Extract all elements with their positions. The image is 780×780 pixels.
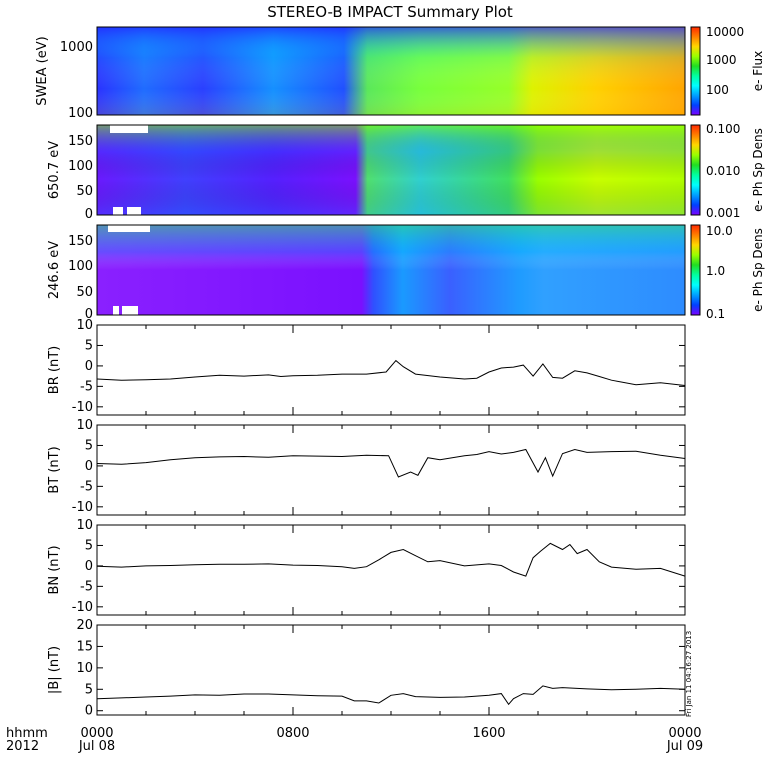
field-series-line — [96, 542, 686, 577]
ytick-label: 10 — [76, 661, 93, 676]
ytick-label: 20 — [76, 618, 93, 633]
field-panel: 20 15 10 5 0 |B| (nT) — [47, 618, 686, 719]
panel-frame — [96, 424, 686, 516]
spectrogram-246eV-ytick: 0 — [85, 307, 93, 322]
spectrogram-swea-ytick: 100 — [68, 106, 93, 121]
spectrogram-swea-ylabel: SWEA (eV) — [35, 36, 50, 105]
colorbar-swea — [690, 26, 701, 116]
spectrogram-650eV: 150 100 50 0 650.7 eV 0.100 0.010 0.001 … — [47, 122, 765, 222]
ytick-label: -5 — [80, 479, 93, 494]
time-tick-hhmm: 1600 — [472, 726, 505, 741]
ytick-label: 10 — [76, 518, 93, 533]
colorbar-246eV-tick: 1.0 — [706, 264, 725, 278]
spectrogram-650eV-frame — [96, 124, 686, 216]
panel-ylabel: BT (nT) — [47, 446, 62, 493]
spectrogram-650eV-ylabel: 650.7 eV — [47, 141, 62, 199]
ytick-label: 0 — [85, 559, 93, 574]
colorbar-650eV-tick: 0.100 — [706, 122, 740, 136]
field-series-line — [96, 685, 686, 706]
ytick-label: -5 — [80, 379, 93, 394]
time-axis-corner-label: 2012 — [6, 739, 39, 754]
panel-frame — [96, 624, 686, 716]
ytick-label: 0 — [85, 459, 93, 474]
ytick-label: 5 — [85, 438, 93, 453]
field-series-line — [96, 448, 686, 478]
time-tick-hhmm: 0800 — [276, 726, 309, 741]
ytick-label: 5 — [85, 338, 93, 353]
footer-timestamp: Fri Jan 11 04:16:27 2013 — [685, 631, 693, 717]
ytick-label: -10 — [72, 600, 93, 615]
spectrogram-650eV-ytick: 150 — [68, 134, 93, 149]
colorbar-650eV-label: e- Ph Sp Dens — [751, 128, 765, 212]
magnetic-field-panels: 10 5 0 -5 -10 BR (nT) 10 5 0 -5 -10 BT (nT) 10 5 0 -5 -1… — [47, 318, 686, 719]
data-gap — [110, 125, 148, 133]
ytick-label: 5 — [85, 538, 93, 553]
colorbar-swea-tick: 10000 — [706, 25, 744, 39]
panel-ylabel: BR (nT) — [47, 346, 62, 394]
spectrogram-246eV-frame — [96, 224, 686, 316]
colorbar-246eV-tick: 0.1 — [706, 307, 725, 321]
data-gap — [113, 306, 119, 315]
colorbar-650eV-tick: 0.001 — [706, 206, 740, 220]
spectrogram-650eV-ytick: 100 — [68, 159, 93, 174]
spectrogram-246eV-shading — [97, 225, 685, 315]
data-gap — [113, 207, 123, 215]
time-tick-date: Jul 08 — [78, 739, 115, 754]
ytick-label: -10 — [72, 500, 93, 515]
figure-title: STEREO-B IMPACT Summary Plot — [267, 3, 513, 21]
ytick-label: 10 — [76, 418, 93, 433]
panel-frame — [96, 524, 686, 616]
field-panel: 10 5 0 -5 -10 BR (nT) — [47, 318, 686, 416]
spectrogram-swea-ytick: 1000 — [60, 40, 93, 55]
spectrogram-swea: 1000 100 SWEA (eV) 10000 1000 100 e- Flu… — [35, 25, 765, 121]
spectrogram-swea-frame — [96, 26, 686, 116]
panel-ylabel: BN (nT) — [47, 545, 62, 594]
colorbar-246eV — [690, 224, 701, 316]
data-gap — [122, 306, 138, 315]
time-tick-hhmm: 0000 — [668, 726, 701, 741]
colorbar-swea-tick: 100 — [706, 83, 729, 97]
ytick-label: -10 — [72, 400, 93, 415]
colorbar-246eV-tick: 10.0 — [706, 224, 733, 238]
ytick-label: 0 — [85, 704, 93, 719]
spectrogram-246eV: 150 100 50 0 246.6 eV 10.0 1.0 0.1 e- Ph… — [47, 224, 765, 322]
spectrogram-650eV-ytick: 0 — [85, 207, 93, 222]
spectrogram-246eV-ytick: 150 — [68, 234, 93, 249]
colorbar-650eV — [690, 124, 701, 216]
time-tick-date: Jul 09 — [666, 739, 703, 754]
spectrogram-246eV-ylabel: 246.6 eV — [47, 241, 62, 299]
time-tick-hhmm: 0000 — [80, 726, 113, 741]
spectrogram-swea-shading — [97, 27, 685, 115]
spectrogram-246eV-ytick: 100 — [68, 259, 93, 274]
data-gap — [108, 225, 150, 232]
panel-ylabel: |B| (nT) — [47, 646, 62, 694]
colorbar-swea-tick: 1000 — [706, 53, 737, 67]
field-panel: 10 5 0 -5 -10 BT (nT) — [47, 418, 686, 516]
time-axis: hhmm 2012 0000 Jul 08 0800 1600 0000 Jul… — [6, 726, 703, 754]
ytick-label: 10 — [76, 318, 93, 333]
spectrogram-650eV-shading — [97, 125, 685, 215]
ytick-label: 0 — [85, 359, 93, 374]
field-series-line — [96, 359, 686, 386]
colorbar-650eV-tick: 0.010 — [706, 164, 740, 178]
ytick-label: -5 — [80, 579, 93, 594]
time-axis-corner-label: hhmm — [6, 726, 48, 741]
ytick-label: 15 — [76, 639, 93, 654]
spectrogram-246eV-ytick: 50 — [76, 285, 93, 300]
colorbar-246eV-label: e- Ph Sp Dens — [751, 228, 765, 312]
field-panel: 10 5 0 -5 -10 BN (nT) — [47, 518, 686, 616]
spectrogram-650eV-ytick: 50 — [76, 184, 93, 199]
panel-frame — [96, 324, 686, 416]
colorbar-swea-label: e- Flux — [751, 51, 765, 91]
data-gap — [127, 207, 141, 215]
ytick-label: 5 — [85, 682, 93, 697]
